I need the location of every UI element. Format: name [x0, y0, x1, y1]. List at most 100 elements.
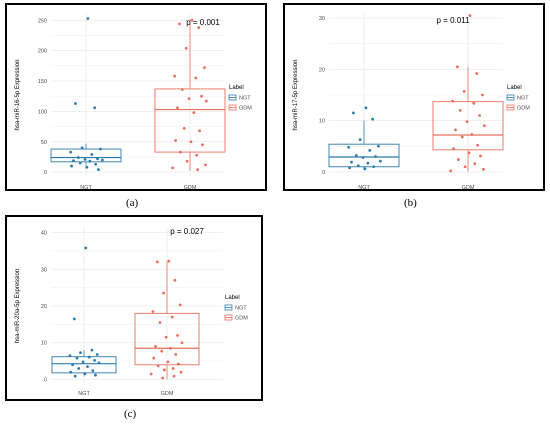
chart-svg-c: 0 10 20 30 40 NGT GDM hsa-miR-20a-5p Expression… [15, 227, 248, 397]
data-point [170, 315, 174, 319]
data-point [174, 139, 177, 142]
x-tick-label: NGT [358, 185, 370, 189]
data-point [347, 145, 350, 149]
data-point [173, 74, 177, 78]
p-value-annotation: p = 0.011 [437, 16, 471, 25]
data-point [161, 376, 165, 380]
data-point [189, 140, 193, 144]
data-point [72, 159, 75, 163]
y-tick-label: 30 [319, 16, 325, 22]
data-point [84, 246, 88, 250]
data-point [90, 348, 94, 352]
y-tick-label: 50 [41, 140, 47, 146]
data-point [363, 167, 367, 171]
data-point [172, 374, 176, 378]
x-tick-label: NGT [78, 391, 90, 397]
data-point [361, 156, 365, 159]
data-point [87, 355, 91, 359]
y-tick-label: 20 [319, 67, 325, 73]
data-point [473, 162, 477, 166]
data-point [77, 367, 81, 370]
subfigure-label-c: (c) [124, 408, 137, 420]
data-point [75, 356, 79, 360]
data-point [71, 363, 74, 367]
data-point [354, 154, 358, 157]
subfigure-label-b: (b) [404, 197, 417, 209]
y-tick-label: 30 [41, 267, 47, 273]
data-point [348, 166, 351, 170]
data-point [204, 99, 208, 103]
data-point [91, 369, 95, 373]
chart-panel-c: 0 10 20 30 40 NGT GDM hsa-miR-20a-5p Expression… [5, 215, 263, 401]
y-tick-label: 20 [41, 304, 47, 310]
chart-svg-a: 0 50 100 150 200 250 NGT GDM hsa-miR-16-5p Expre… [15, 13, 252, 189]
box-ngt [50, 148, 122, 163]
data-point [85, 165, 89, 169]
data-point [176, 106, 179, 110]
data-point [160, 349, 164, 353]
data-point [97, 168, 100, 172]
data-point [178, 150, 182, 154]
data-point [478, 114, 481, 117]
y-axis-title: hsa-miR-20a-5p Expression [15, 269, 21, 343]
legend-title: Label [507, 85, 522, 91]
data-point [97, 361, 101, 365]
data-point [180, 88, 184, 91]
data-point [449, 169, 453, 173]
data-point [93, 106, 97, 110]
data-point [174, 353, 178, 356]
data-point [152, 356, 156, 360]
data-point [475, 72, 479, 75]
data-point [80, 146, 84, 150]
box-gdm [134, 312, 200, 366]
legend-label-gdm: GDM [239, 106, 252, 112]
data-point [99, 147, 102, 151]
data-point [481, 93, 484, 97]
box-ngt [328, 143, 400, 168]
data-point [94, 373, 97, 377]
data-point [452, 147, 455, 151]
data-point [451, 99, 454, 103]
data-point [176, 333, 179, 337]
data-point [372, 165, 376, 169]
data-point [96, 157, 99, 161]
x-tick-label: GDM [161, 391, 174, 397]
data-point [86, 17, 90, 20]
data-point [78, 161, 82, 165]
box-gdm [432, 101, 504, 151]
data-point [90, 153, 94, 156]
data-point [468, 14, 472, 17]
data-point [173, 278, 177, 282]
data-point [93, 358, 96, 362]
data-point [203, 66, 206, 70]
chart-panel-b: 0 10 20 30 NGT GDM hsa-miR-17-5p Expression p =… [283, 3, 545, 191]
data-point [156, 364, 160, 368]
data-point [195, 153, 199, 157]
data-point [154, 345, 157, 348]
data-point [164, 335, 168, 339]
data-point [180, 341, 184, 345]
data-point [194, 76, 198, 80]
data-point [192, 111, 196, 115]
data-point [68, 354, 72, 358]
legend-label-ngt: NGT [239, 96, 251, 102]
data-point [479, 154, 482, 158]
legend-label-gdm: GDM [235, 316, 248, 322]
data-point [158, 321, 162, 324]
data-point [73, 374, 77, 378]
legend-title: Label [225, 295, 240, 301]
data-point [177, 362, 180, 366]
data-point [184, 46, 188, 50]
data-point [350, 160, 353, 164]
data-point [482, 167, 485, 171]
x-tick-label: NGT [80, 185, 92, 189]
data-point [171, 166, 175, 170]
chart-panel-a: 0 50 100 150 200 250 NGT GDM hsa-miR-16-5p Expre… [5, 3, 267, 191]
box-gdm [154, 88, 226, 153]
data-point [378, 159, 382, 163]
data-point [76, 156, 80, 159]
data-point [476, 143, 480, 147]
y-tick-label: 0 [44, 377, 47, 383]
y-tick-label: 0 [44, 170, 47, 176]
data-point [74, 102, 77, 105]
